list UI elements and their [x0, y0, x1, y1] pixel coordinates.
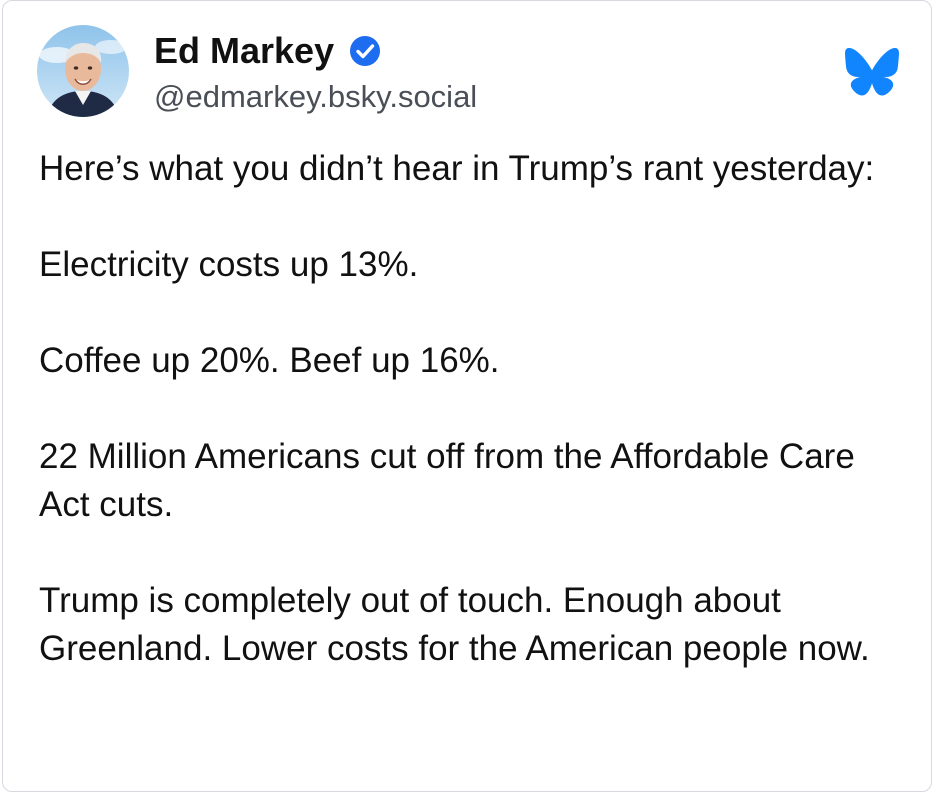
post-text: Here’s what you didn’t hear in Trump’s r… — [39, 145, 899, 673]
post-paragraph: Coffee up 20%. Beef up 16%. — [39, 341, 500, 380]
post-card[interactable]: Ed Markey @edmarkey.bsky.social Here’s w… — [2, 0, 932, 792]
post-paragraph: Trump is completely out of touch. Enough… — [39, 581, 870, 668]
post-paragraph: 22 Million Americans cut off from the Af… — [39, 437, 855, 524]
author-handle[interactable]: @edmarkey.bsky.social — [154, 79, 478, 114]
check-badge-icon — [349, 35, 381, 67]
post-paragraph: Electricity costs up 13%. — [39, 245, 419, 284]
post-paragraph: Here’s what you didn’t hear in Trump’s r… — [39, 149, 875, 188]
bluesky-butterfly-icon[interactable] — [845, 47, 899, 96]
author-avatar[interactable] — [37, 25, 129, 117]
author-name[interactable]: Ed Markey — [154, 30, 335, 71]
